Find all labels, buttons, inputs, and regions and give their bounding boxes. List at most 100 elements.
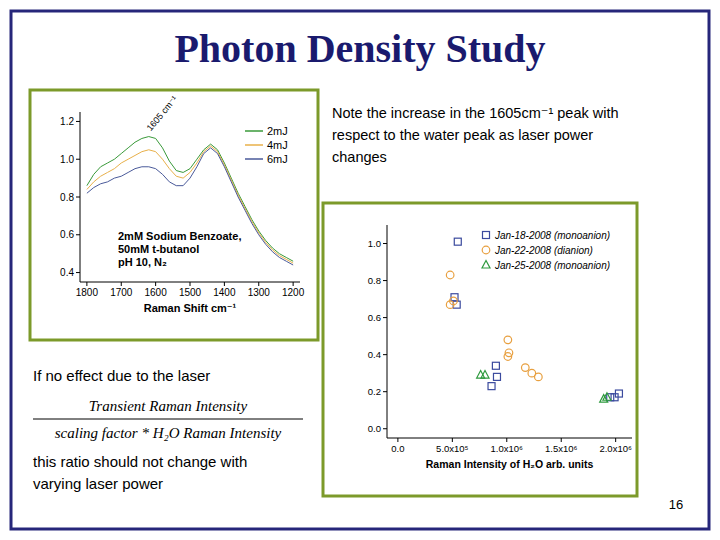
scatter-point xyxy=(492,362,499,369)
note: changes xyxy=(332,149,387,165)
legend-swatch xyxy=(245,158,263,160)
x-tick-label: 1700 xyxy=(110,287,133,298)
fraction-bar xyxy=(33,419,303,420)
note: respect to the water peak as laser power xyxy=(332,127,593,143)
y-tick-label: 0.8 xyxy=(60,192,74,203)
x-tick xyxy=(397,438,398,442)
scatter-point xyxy=(488,383,495,390)
x-tick-label: 1600 xyxy=(145,287,168,298)
y-tick xyxy=(383,428,387,429)
legend-marker xyxy=(483,232,490,239)
scatter-point xyxy=(535,373,543,381)
y-tick-label: 0.4 xyxy=(60,267,74,278)
y-tick xyxy=(383,391,387,392)
legend-label: 6mJ xyxy=(267,153,288,165)
slide-frame xyxy=(11,11,709,529)
legend-marker xyxy=(482,246,490,254)
scatter-point xyxy=(446,301,454,309)
x-tick-label: 1500 xyxy=(179,287,202,298)
x-tick xyxy=(86,282,87,286)
y-tick-label: 1.0 xyxy=(368,238,381,249)
x-tick-label: 1.0x10⁶ xyxy=(491,443,524,454)
y-tick-label: 1.0 xyxy=(60,154,74,165)
note: Note the increase in the 1605cm⁻¹ peak w… xyxy=(332,105,619,121)
chart-box xyxy=(323,203,637,496)
annotation: pH 10, N₂ xyxy=(118,256,167,268)
scatter-point xyxy=(454,238,461,245)
legend-label: Jan-25-2008 (monoanion) xyxy=(494,260,610,271)
x-tick-label: 1.5x10⁶ xyxy=(545,443,578,454)
y-tick-label: 0.0 xyxy=(368,423,381,434)
y-axis xyxy=(387,225,388,438)
x-tick xyxy=(155,282,156,286)
scatter-point xyxy=(504,336,512,344)
y-tick xyxy=(76,272,80,273)
formula-numerator: Transient Raman Intensity xyxy=(89,398,248,414)
x-tick xyxy=(561,438,562,442)
x-axis-label: Raman Intensity of H₂O arb. units xyxy=(426,458,594,470)
plot-area xyxy=(446,238,622,402)
y-tick xyxy=(76,159,80,160)
x-axis-label: Raman Shift cm⁻¹ xyxy=(144,302,237,314)
chart-box xyxy=(30,90,318,340)
y-tick xyxy=(76,197,80,198)
x-tick-label: 5.0x10⁵ xyxy=(436,443,469,454)
caption: varying laser power xyxy=(33,475,163,492)
y-tick-label: 0.8 xyxy=(368,275,381,286)
y-tick-label: 0.6 xyxy=(60,229,74,240)
x-tick xyxy=(190,282,191,286)
scatter-chart: 0.0 5.0x10⁵ 1.0x10⁶ 1.5x10⁶ 2.0x10⁶ 0.0 0.2 0.4… xyxy=(368,225,632,470)
x-tick xyxy=(506,438,507,442)
legend-label: 4mJ xyxy=(267,139,288,151)
y-tick-label: 0.6 xyxy=(368,312,381,323)
y-tick xyxy=(76,121,80,122)
caption: this ratio should not change with xyxy=(33,453,247,470)
page-number: 16 xyxy=(669,497,683,512)
scatter-point xyxy=(446,271,454,279)
scatter-point xyxy=(603,393,611,401)
legend-swatch xyxy=(245,144,263,146)
caption: If no effect due to the laser xyxy=(33,367,210,384)
y-tick xyxy=(383,243,387,244)
y-tick-label: 1.2 xyxy=(60,116,74,127)
slide: Photon Density Study Note the increase in… xyxy=(0,0,720,540)
y-tick-label: 0.4 xyxy=(368,349,381,360)
series-line xyxy=(87,146,293,263)
x-tick-label: 1400 xyxy=(213,287,236,298)
x-tick-label: 2.0x10⁶ xyxy=(599,443,632,454)
x-tick-label: 0.0 xyxy=(391,443,404,454)
x-tick-label: 1800 xyxy=(76,287,99,298)
annotation: 1605 cm⁻¹ xyxy=(145,94,180,133)
y-tick xyxy=(383,354,387,355)
scatter-point xyxy=(611,394,618,401)
x-tick-label: 1300 xyxy=(248,287,271,298)
line-chart: 1800 1700 1600 1500 1400 1300 1200 0.4 0.6 0.8 1.0… xyxy=(60,94,305,314)
plot-area xyxy=(87,137,293,265)
x-axis xyxy=(387,438,632,439)
legend-marker xyxy=(482,261,490,269)
legend-swatch xyxy=(245,130,263,132)
y-tick-label: 0.2 xyxy=(368,386,381,397)
x-tick xyxy=(452,438,453,442)
legend-label: Jan-22-2008 (dianion) xyxy=(494,245,593,256)
x-tick xyxy=(258,282,259,286)
series-line xyxy=(87,137,293,262)
scatter-point xyxy=(493,373,500,380)
scatter-point xyxy=(504,353,512,361)
annotation: 2mM Sodium Benzoate, xyxy=(118,230,241,242)
scatter-point xyxy=(481,371,489,379)
annotation: 50mM t-butanol xyxy=(118,243,199,255)
y-tick xyxy=(383,317,387,318)
x-tick xyxy=(121,282,122,286)
y-tick xyxy=(76,234,80,235)
x-tick xyxy=(293,282,294,286)
x-tick xyxy=(615,438,616,442)
scatter-point xyxy=(521,364,529,372)
title: Photon Density Study xyxy=(174,26,545,71)
series-line xyxy=(87,148,293,265)
y-tick xyxy=(383,280,387,281)
x-tick xyxy=(224,282,225,286)
x-tick-label: 1200 xyxy=(282,287,305,298)
legend-label: 2mJ xyxy=(267,125,288,137)
legend-label: Jan-18-2008 (monoanion) xyxy=(494,230,610,241)
